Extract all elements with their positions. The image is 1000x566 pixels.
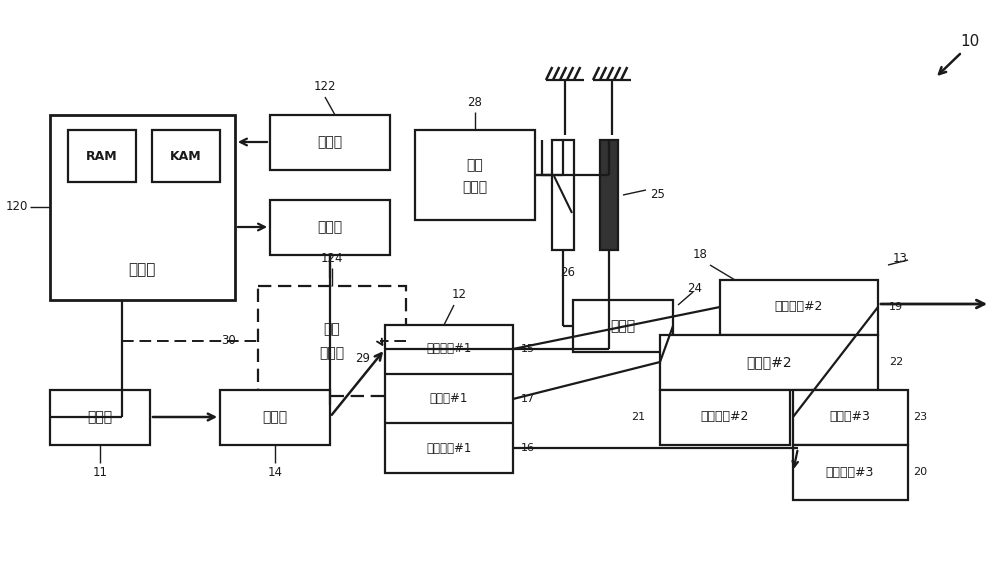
Text: 24: 24 — [688, 281, 702, 294]
Text: 扭矩: 扭矩 — [324, 322, 340, 336]
Bar — [793, 445, 908, 500]
Text: 21: 21 — [631, 412, 645, 422]
Text: 变矩器: 变矩器 — [262, 410, 288, 424]
Text: 16: 16 — [521, 443, 535, 453]
Text: RAM: RAM — [86, 149, 118, 162]
Text: 19: 19 — [889, 302, 903, 312]
Text: 传感器: 传感器 — [317, 135, 343, 149]
Text: 23: 23 — [913, 412, 927, 422]
Text: 25: 25 — [650, 188, 665, 201]
Text: 小齿轮#3: 小齿轮#3 — [830, 410, 870, 423]
Text: 18: 18 — [693, 248, 707, 261]
Bar — [152, 130, 220, 182]
Bar — [50, 115, 235, 300]
Bar — [220, 390, 330, 445]
Text: 小齿轮#2: 小齿轮#2 — [746, 355, 792, 369]
Text: 环形齿轮#2: 环形齿轮#2 — [775, 301, 823, 314]
Bar — [720, 280, 878, 335]
Text: 10: 10 — [960, 35, 980, 49]
Bar — [793, 390, 908, 445]
Bar — [50, 390, 150, 445]
Bar — [258, 286, 406, 396]
Text: 12: 12 — [452, 289, 466, 302]
Bar — [552, 140, 574, 250]
Text: 控制器: 控制器 — [128, 263, 156, 277]
Text: 26: 26 — [560, 265, 576, 278]
Text: 13: 13 — [893, 251, 907, 264]
Bar — [270, 115, 390, 170]
Text: 124: 124 — [321, 251, 343, 264]
Text: 15: 15 — [521, 344, 535, 354]
Text: 20: 20 — [913, 467, 927, 477]
Text: 14: 14 — [268, 466, 283, 479]
Bar — [270, 200, 390, 255]
Text: 发动机: 发动机 — [87, 410, 113, 424]
Text: 太阳齿轮#1: 太阳齿轮#1 — [426, 441, 472, 454]
Bar — [600, 140, 618, 250]
Bar — [68, 130, 136, 182]
Text: 压力: 压力 — [467, 158, 483, 172]
Text: 29: 29 — [356, 353, 370, 366]
Text: 120: 120 — [6, 200, 28, 213]
Text: 28: 28 — [468, 96, 482, 109]
Bar — [385, 325, 513, 473]
Text: 传感器: 传感器 — [462, 180, 488, 194]
Bar — [573, 300, 673, 352]
Text: 17: 17 — [521, 394, 535, 404]
Text: 太阳齿轮#3: 太阳齿轮#3 — [826, 465, 874, 478]
Text: 11: 11 — [92, 466, 108, 479]
Text: 致动器: 致动器 — [317, 220, 343, 234]
Text: 30: 30 — [221, 335, 236, 348]
Text: KAM: KAM — [170, 149, 202, 162]
Text: 太阳齿轮#2: 太阳齿轮#2 — [701, 410, 749, 423]
Bar — [660, 335, 878, 390]
Text: 小齿轮#1: 小齿轮#1 — [430, 392, 468, 405]
Text: 122: 122 — [314, 80, 336, 93]
Text: 传感器: 传感器 — [319, 346, 345, 360]
Bar — [415, 130, 535, 220]
Text: 齿轮架: 齿轮架 — [610, 319, 636, 333]
Bar — [660, 390, 790, 445]
Text: 22: 22 — [889, 357, 903, 367]
Text: 环形齿轮#1: 环形齿轮#1 — [426, 342, 472, 355]
